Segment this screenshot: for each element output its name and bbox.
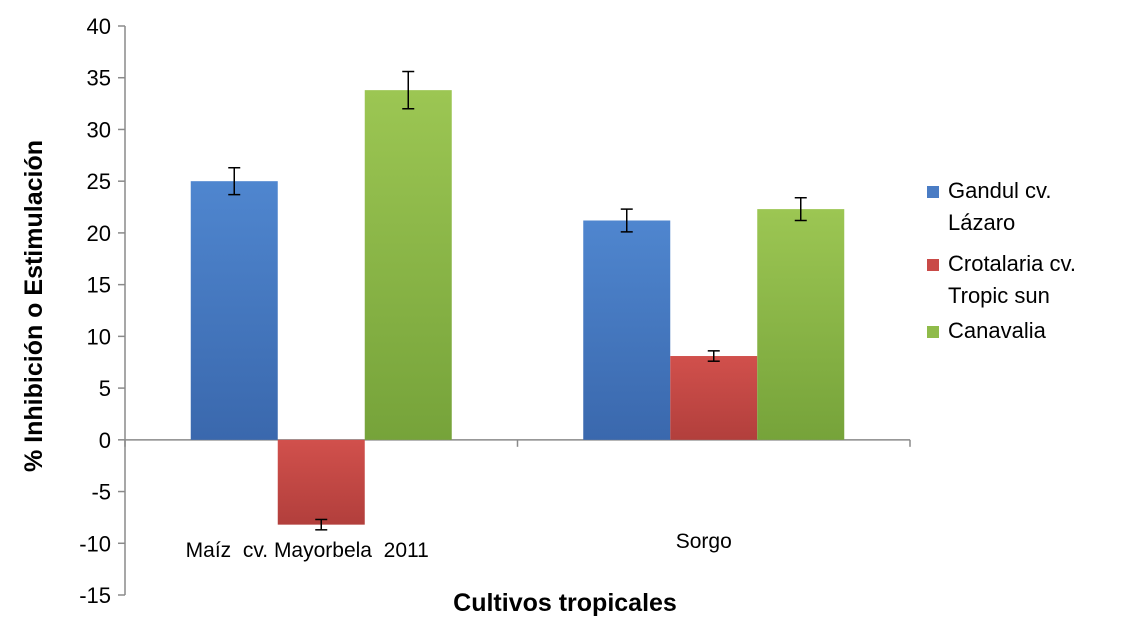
legend: Gandul cv. Lázaro Crotalaria cv. Tropic sun…	[927, 178, 1076, 343]
x-category-label: Maíz cv. Mayorbela 2011	[186, 539, 429, 562]
legend-swatch	[927, 259, 939, 271]
y-tick-label: -10	[79, 531, 111, 556]
legend-label: Tropic sun	[948, 283, 1050, 308]
legend-swatch	[927, 326, 939, 338]
x-axis-title: Cultivos tropicales	[453, 589, 677, 617]
y-tick-label: 15	[87, 273, 111, 298]
legend-label: Canavalia	[948, 318, 1047, 343]
y-tick-label: 10	[87, 324, 111, 349]
y-tick-label: 5	[99, 376, 111, 401]
x-category-label: Sorgo	[676, 530, 732, 553]
labels: Maíz cv. Mayorbela 2011 Sorgo	[186, 530, 732, 562]
bar	[583, 220, 671, 440]
bar	[670, 356, 758, 440]
y-tick-label: 25	[87, 169, 111, 194]
y-tick-label: 30	[87, 117, 111, 142]
error-bars	[228, 70, 807, 531]
legend-swatch	[927, 186, 939, 198]
y-tick-label: 20	[87, 221, 111, 246]
bar	[190, 181, 278, 440]
y-tick-label: 0	[99, 428, 111, 453]
bar	[757, 209, 845, 440]
y-axis-title: % Inhibición o Estimulación	[20, 140, 48, 472]
y-tick-label: 35	[87, 66, 111, 91]
y-tick-label: -5	[91, 480, 111, 505]
legend-label: Lázaro	[948, 210, 1015, 235]
bar	[277, 439, 365, 525]
y-tick-label: 40	[87, 14, 111, 39]
bars	[190, 90, 845, 525]
bar	[364, 90, 452, 440]
legend-label: Crotalaria cv.	[948, 251, 1076, 276]
legend-label: Gandul cv.	[948, 178, 1052, 203]
y-tick-label: -15	[79, 583, 111, 608]
